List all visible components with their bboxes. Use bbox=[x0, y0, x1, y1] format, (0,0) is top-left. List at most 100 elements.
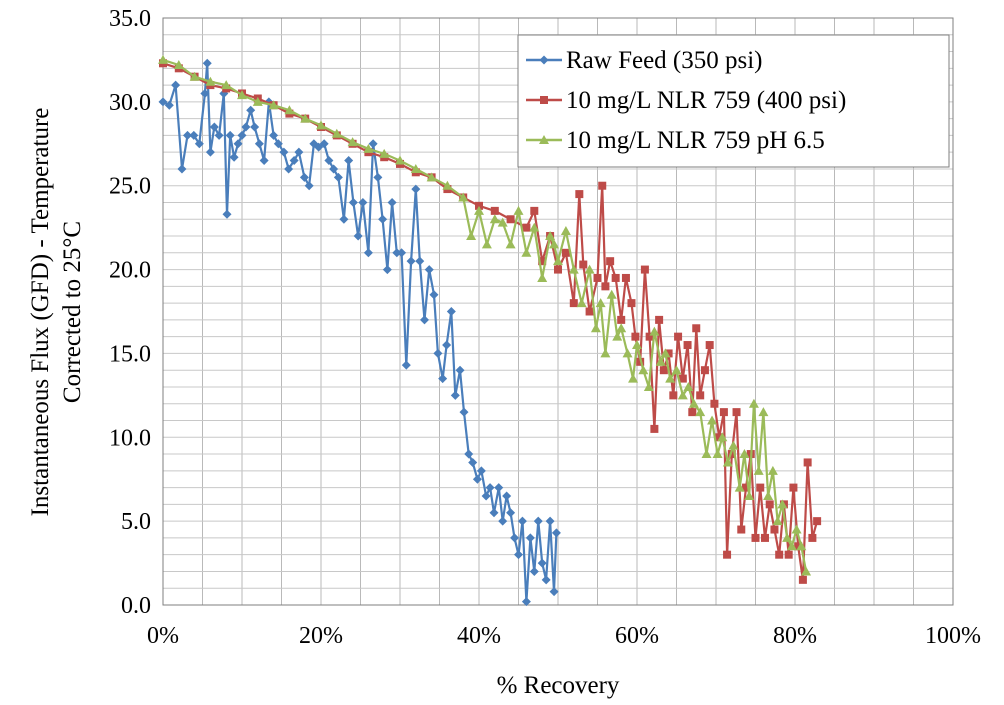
data-point bbox=[712, 449, 723, 459]
data-point bbox=[748, 398, 759, 408]
data-point bbox=[250, 122, 260, 132]
x-tick-label: 20% bbox=[299, 623, 343, 649]
data-point bbox=[813, 517, 822, 526]
data-point bbox=[401, 360, 411, 370]
data-point bbox=[378, 214, 388, 224]
x-tick-label: 40% bbox=[457, 623, 501, 649]
series-10-mg-l-nlr-759-ph-6-5 bbox=[158, 54, 812, 576]
data-point bbox=[621, 273, 630, 282]
data-point bbox=[225, 130, 235, 140]
data-point bbox=[331, 128, 342, 138]
data-point bbox=[753, 465, 764, 475]
data-point bbox=[497, 217, 508, 227]
data-point bbox=[241, 122, 251, 132]
data-point bbox=[268, 100, 279, 110]
data-point bbox=[538, 257, 547, 266]
data-point bbox=[665, 373, 676, 383]
data-point bbox=[494, 483, 504, 493]
data-point bbox=[715, 433, 724, 442]
data-point bbox=[664, 349, 673, 358]
data-point bbox=[801, 566, 812, 576]
data-point bbox=[734, 482, 745, 492]
data-point bbox=[529, 222, 540, 232]
data-point bbox=[683, 341, 692, 350]
data-point bbox=[775, 550, 784, 559]
data-point bbox=[649, 326, 660, 336]
data-point bbox=[252, 96, 263, 106]
data-point bbox=[669, 391, 678, 400]
data-point bbox=[575, 190, 584, 199]
data-point bbox=[671, 365, 682, 375]
legend-item: Raw Feed (350 psi) bbox=[526, 47, 763, 74]
x-tick-label: 100% bbox=[925, 623, 981, 649]
data-point bbox=[279, 147, 289, 157]
data-point bbox=[502, 491, 512, 501]
data-point bbox=[585, 307, 594, 316]
data-point bbox=[158, 97, 168, 107]
data-point bbox=[237, 130, 247, 140]
data-point bbox=[513, 205, 524, 215]
legend-label: 10 mg/L NLR 759 pH 6.5 bbox=[566, 127, 825, 154]
data-point bbox=[510, 533, 520, 543]
data-point bbox=[429, 290, 439, 300]
data-point bbox=[692, 324, 701, 333]
data-point bbox=[638, 365, 649, 375]
data-point bbox=[705, 341, 714, 350]
data-point bbox=[723, 550, 732, 559]
data-point bbox=[205, 147, 215, 157]
data-point bbox=[525, 533, 535, 543]
data-point bbox=[758, 407, 769, 417]
data-point bbox=[189, 130, 199, 140]
data-point bbox=[772, 516, 783, 526]
data-point bbox=[333, 172, 343, 182]
data-point bbox=[655, 356, 666, 366]
data-point bbox=[678, 374, 687, 383]
data-point bbox=[606, 289, 617, 299]
x-axis-ticks: 0% 20% 40% 60% 80% 100% bbox=[147, 623, 981, 649]
data-point bbox=[329, 164, 339, 174]
data-point bbox=[415, 256, 425, 266]
data-point bbox=[450, 390, 460, 400]
data-point bbox=[789, 483, 798, 492]
data-point bbox=[696, 391, 705, 400]
data-point bbox=[600, 348, 611, 358]
series-line bbox=[162, 62, 558, 603]
series-raw-feed-350-psi bbox=[158, 58, 561, 607]
data-point bbox=[763, 490, 774, 500]
data-point bbox=[316, 120, 326, 130]
data-point bbox=[627, 299, 636, 308]
x-tick-label: 80% bbox=[773, 623, 817, 649]
data-point bbox=[628, 373, 639, 383]
data-point bbox=[200, 88, 210, 98]
data-point bbox=[284, 164, 294, 174]
data-point bbox=[784, 550, 793, 559]
data-point bbox=[765, 500, 774, 509]
data-point bbox=[794, 542, 803, 551]
data-point bbox=[796, 541, 807, 551]
data-point bbox=[194, 139, 204, 149]
data-point bbox=[517, 516, 527, 526]
data-point bbox=[209, 122, 219, 132]
y-axis-ticks: 0.0 5.0 10.0 15.0 20.0 25.0 30.0 35.0 bbox=[109, 6, 151, 619]
data-point bbox=[645, 332, 654, 341]
data-point bbox=[514, 550, 523, 560]
data-point bbox=[688, 408, 697, 417]
data-point bbox=[490, 206, 499, 215]
data-point bbox=[537, 272, 548, 282]
data-point bbox=[756, 483, 765, 492]
data-point bbox=[202, 58, 212, 68]
data-point bbox=[426, 172, 437, 182]
data-point bbox=[438, 374, 448, 384]
data-point bbox=[798, 575, 807, 584]
data-point bbox=[382, 265, 392, 275]
data-point bbox=[466, 231, 477, 241]
data-point bbox=[339, 214, 349, 224]
data-point bbox=[406, 256, 416, 266]
data-point bbox=[233, 139, 243, 149]
series-line bbox=[162, 58, 808, 572]
data-point bbox=[411, 184, 421, 194]
data-point bbox=[284, 105, 295, 115]
data-point bbox=[485, 483, 495, 493]
y-axis-title: Instantaneous Flux (GFD) - Temperature C… bbox=[27, 108, 86, 517]
